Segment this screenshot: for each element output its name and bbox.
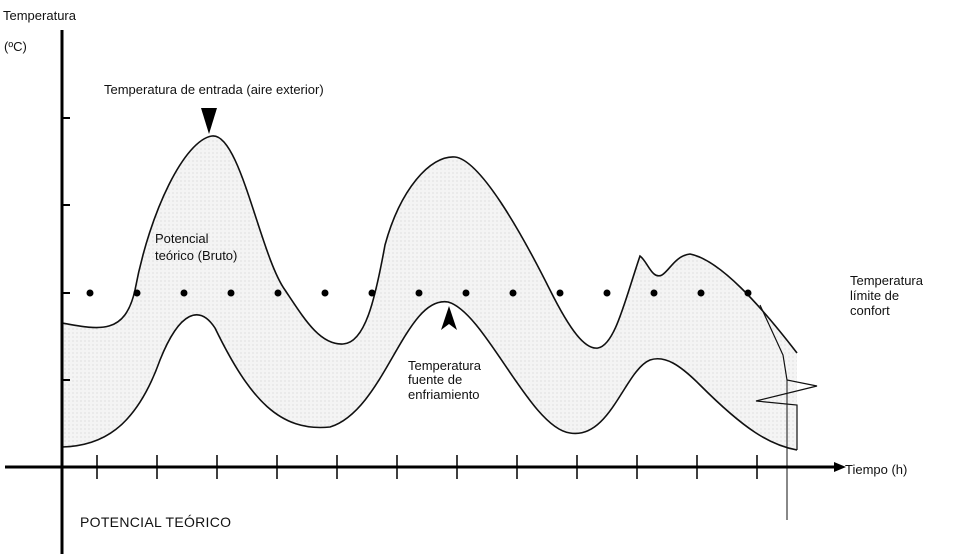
comfort-label-line2: límite de: [850, 288, 899, 303]
source-label-line2: fuente de: [408, 372, 462, 387]
y-axis-title: Temperatura: [3, 8, 77, 23]
inlet-arrowhead: [201, 108, 217, 134]
x-axis-title: Tiempo (h): [845, 462, 907, 477]
inlet-temperature-curve: [61, 135, 798, 354]
source-label-line3: enfriamiento: [408, 387, 480, 402]
y-ticks: [62, 117, 70, 381]
source-arrowhead: [441, 306, 457, 330]
inlet-temperature-label: Temperatura de entrada (aire exterior): [104, 82, 324, 97]
source-label-line1: Temperatura: [408, 358, 482, 373]
x-ticks: [96, 455, 758, 479]
break-mark: [755, 304, 818, 450]
y-axis-unit: (ºC): [4, 39, 27, 54]
potential-label-line1: Potencial: [155, 231, 209, 246]
cooling-source-curve: [61, 301, 798, 451]
potential-label-line2: teórico (Bruto): [155, 248, 237, 263]
comfort-label-line1: Temperatura: [850, 273, 924, 288]
potential-band: [62, 135, 797, 450]
x-axis-arrow: [834, 462, 846, 472]
diagram-caption: POTENCIAL TEÓRICO: [80, 514, 231, 530]
comfort-label-line3: confort: [850, 303, 890, 318]
